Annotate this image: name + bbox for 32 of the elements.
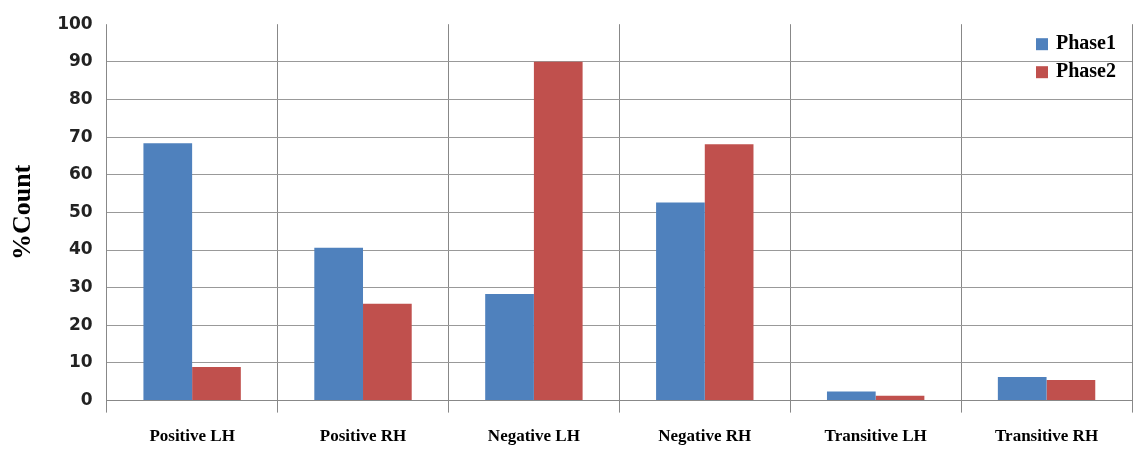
bar xyxy=(875,395,925,401)
y-tick-label: 20 xyxy=(69,313,93,334)
y-tick-label: 10 xyxy=(69,351,93,372)
bar xyxy=(1046,379,1096,401)
x-tick-label: Positive LH xyxy=(149,426,235,446)
bar xyxy=(314,247,364,401)
bar xyxy=(485,294,534,401)
y-axis-title: %Count xyxy=(7,164,37,261)
bar xyxy=(363,303,412,401)
x-tick-label: Negative RH xyxy=(658,426,752,446)
bar xyxy=(533,61,583,401)
bar xyxy=(997,376,1047,401)
y-tick-label: 50 xyxy=(69,200,93,221)
bar xyxy=(192,367,241,401)
y-tick-label: 30 xyxy=(69,276,93,297)
legend-label: Phase1 xyxy=(1056,31,1116,54)
y-tick-label: 90 xyxy=(69,50,93,71)
x-tick-label: Negative LH xyxy=(487,426,580,446)
bar xyxy=(704,144,754,401)
bar xyxy=(143,143,193,401)
y-tick-label: 60 xyxy=(69,163,93,184)
y-tick-label: 0 xyxy=(80,389,93,410)
bar xyxy=(826,391,876,401)
y-tick-label: 40 xyxy=(69,238,93,259)
x-tick-label: Transitive RH xyxy=(995,426,1099,446)
legend-label: Phase2 xyxy=(1056,59,1116,82)
y-tick-label: 70 xyxy=(69,125,93,146)
x-tick-label: Positive RH xyxy=(319,426,407,446)
bar xyxy=(656,202,705,401)
y-tick-label: 80 xyxy=(69,87,93,108)
x-tick-label: Transitive LH xyxy=(824,426,927,446)
y-tick-label: 100 xyxy=(57,12,93,33)
